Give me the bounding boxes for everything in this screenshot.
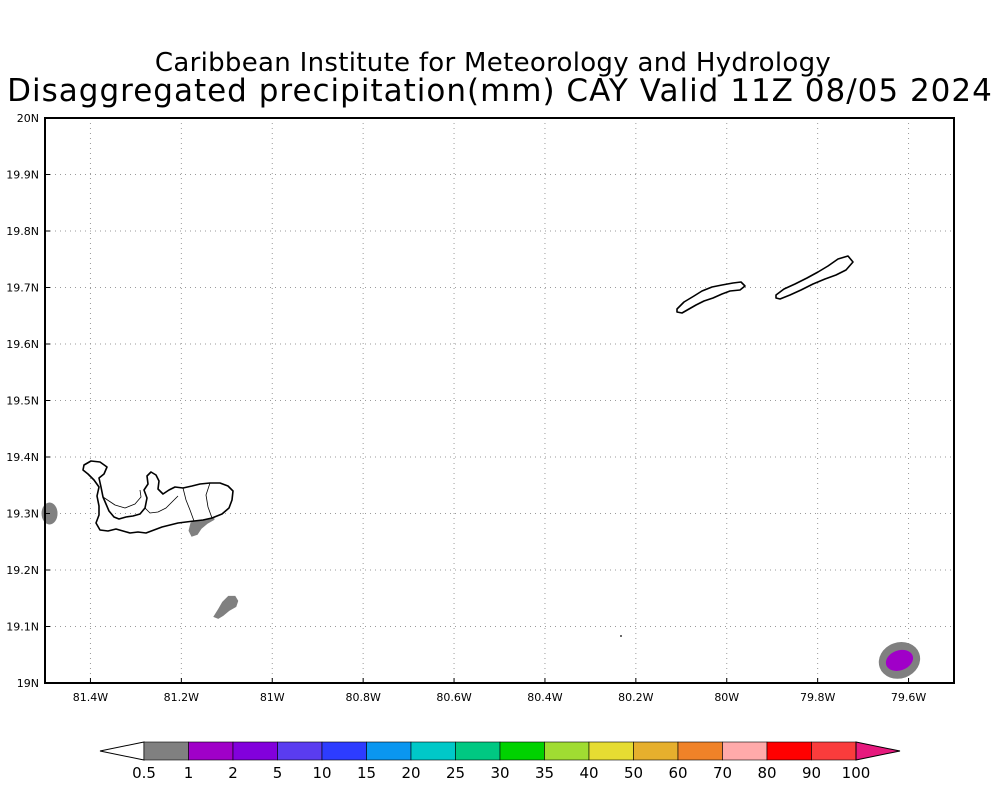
lat-tick-label: 19.2N: [6, 564, 39, 577]
colorbar-swatch: [455, 741, 501, 761]
grand-cayman-sound: [102, 482, 213, 522]
lat-tick-label: 19.9N: [6, 169, 39, 182]
lon-tick-label: 81.2W: [164, 691, 199, 704]
colorbar-label: 1: [184, 764, 194, 782]
colorbar-swatch: [633, 741, 679, 761]
colorbar-swatch: [499, 741, 545, 761]
precip-area-1-2: [885, 649, 914, 671]
colorbar-label: 20: [401, 764, 420, 782]
colorbar-label: 0.5: [132, 764, 156, 782]
colorbar-swatch: [232, 741, 278, 761]
colorbar-label: 35: [535, 764, 554, 782]
gridlines: [45, 118, 954, 683]
colorbar-label: 60: [668, 764, 687, 782]
colorbar-swatch: [811, 741, 857, 761]
lat-tick-label: 19.5N: [6, 395, 39, 408]
map-subtitle: Disaggregated precipitation(mm) CAY Vali…: [7, 73, 993, 109]
colorbar-label: 25: [446, 764, 465, 782]
little-cayman-coastline: [676, 281, 746, 314]
colorbar-label: 40: [579, 764, 598, 782]
colorbar-label: 70: [713, 764, 732, 782]
lon-tick-label: 81.4W: [73, 691, 108, 704]
lon-tick-label: 79.6W: [891, 691, 926, 704]
colorbar-swatch: [321, 741, 367, 761]
lat-tick-label: 19.3N: [6, 508, 39, 521]
lon-tick-label: 79.8W: [800, 691, 835, 704]
colorbar-label: 100: [842, 764, 871, 782]
map-title: Caribbean Institute for Meteorology and …: [154, 48, 832, 78]
coastlines: [82, 255, 854, 637]
colorbar-swatch: [588, 741, 634, 761]
colorbar-label: 2: [228, 764, 238, 782]
colorbar-swatch: [277, 741, 323, 761]
colorbar-label: 30: [490, 764, 509, 782]
colorbar-swatch: [410, 741, 456, 761]
precip-area-0.5-1: [213, 595, 239, 619]
colorbar-label: 10: [312, 764, 331, 782]
lat-tick-label: 19.8N: [6, 225, 39, 238]
colorbar-swatch: [722, 741, 768, 761]
map-background: [45, 118, 954, 683]
lat-tick-label: 19.1N: [6, 621, 39, 634]
colorbar-label: 50: [624, 764, 643, 782]
lon-tick-label: 81W: [260, 691, 285, 704]
axis-ticks: [45, 117, 910, 684]
colorbar-swatch: [366, 741, 412, 761]
lon-tick-label: 80W: [714, 691, 739, 704]
plot-area: 81.4W 81.2W 81W 80.8W 80.6W 80.4W 80.2W 80W 79.8…: [6, 112, 955, 704]
cayman-brac-coastline: [775, 255, 854, 300]
colorbar-underflow-arrow: [99, 741, 145, 761]
lon-tick-label: 80.6W: [436, 691, 471, 704]
colorbar: 0.5 1 2 5 10 15 20 25 30 35 40 50 60 70 80 90 100: [99, 741, 901, 782]
colorbar-label: 90: [802, 764, 821, 782]
islet-marker: [620, 635, 622, 637]
colorbar-swatch: [143, 741, 189, 761]
lat-tick-label: 20N: [17, 112, 39, 125]
colorbar-swatch: [188, 741, 234, 761]
lat-tick-label: 19.7N: [6, 282, 39, 295]
lat-tick-label: 19.4N: [6, 451, 39, 464]
colorbar-swatch: [677, 741, 723, 761]
lon-tick-label: 80.2W: [618, 691, 653, 704]
colorbar-label: 15: [357, 764, 376, 782]
colorbar-swatch: [544, 741, 590, 761]
colorbar-overflow-arrow: [855, 741, 901, 761]
colorbar-swatch: [766, 741, 812, 761]
colorbar-label: 5: [273, 764, 283, 782]
lat-tick-label: 19N: [17, 677, 39, 690]
lon-tick-label: 80.4W: [527, 691, 562, 704]
axis-tick-labels: 81.4W 81.2W 81W 80.8W 80.6W 80.4W 80.2W 80W 79.8…: [6, 112, 926, 704]
lat-tick-label: 19.6N: [6, 338, 39, 351]
colorbar-label: 80: [757, 764, 776, 782]
lon-tick-label: 80.8W: [345, 691, 380, 704]
